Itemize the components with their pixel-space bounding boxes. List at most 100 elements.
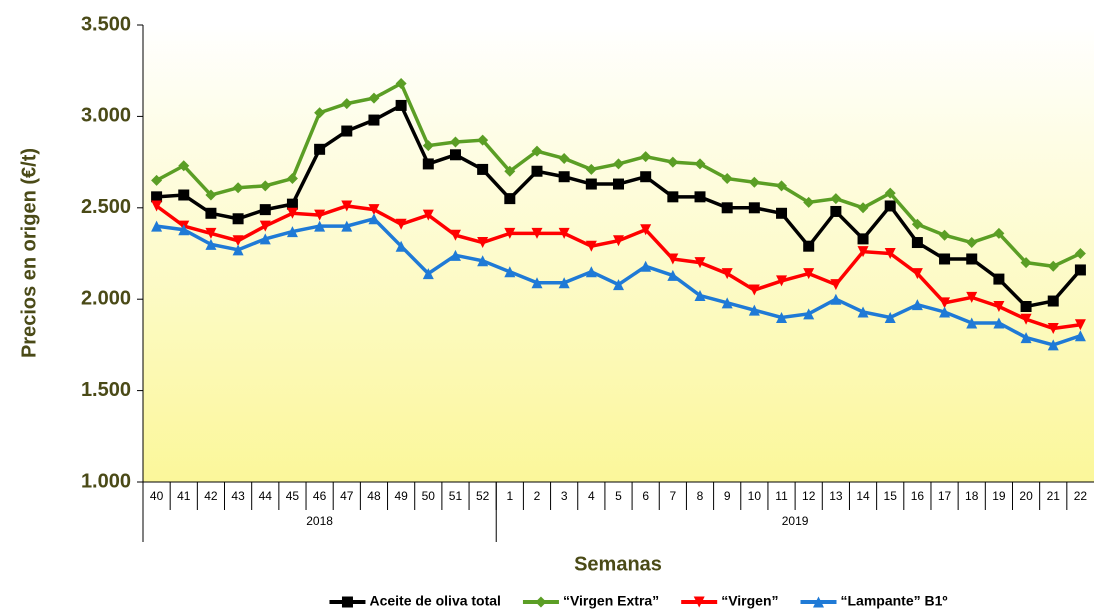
point	[422, 140, 434, 152]
y-tick-label: 2.000	[81, 287, 131, 309]
y-axis-label: Precios en origen (€/t)	[18, 148, 40, 358]
x-tick-label: 15	[884, 489, 898, 503]
point	[1047, 295, 1059, 307]
point	[395, 77, 407, 89]
legend-label: “Virgen Extra”	[563, 593, 659, 609]
point	[613, 158, 624, 170]
point	[531, 165, 543, 177]
point	[911, 268, 923, 280]
x-tick-label: 6	[642, 489, 649, 503]
point	[803, 196, 815, 208]
point	[830, 193, 842, 205]
x-tick-label: 19	[992, 489, 1006, 503]
point	[1047, 339, 1059, 351]
point	[667, 191, 679, 203]
x-tick-label: 43	[231, 489, 245, 503]
x-tick-label: 47	[340, 489, 354, 503]
point	[640, 171, 652, 183]
x-tick-label: 9	[724, 489, 731, 503]
point	[504, 193, 516, 205]
point	[993, 227, 1005, 239]
x-tick-label: 46	[313, 489, 327, 503]
point	[640, 151, 652, 163]
point	[449, 229, 461, 241]
x-tick-label: 2	[534, 489, 541, 503]
point	[341, 125, 353, 137]
point	[721, 268, 733, 280]
group-label: 2019	[782, 514, 809, 528]
point	[585, 266, 597, 278]
point	[1047, 260, 1059, 272]
point	[830, 205, 842, 217]
point	[368, 213, 380, 225]
point	[585, 163, 597, 175]
point	[558, 227, 570, 239]
point	[558, 152, 570, 164]
point	[776, 275, 788, 287]
point	[449, 149, 461, 161]
point	[1074, 319, 1086, 331]
point	[178, 189, 190, 201]
x-tick-label: 21	[1047, 489, 1061, 503]
x-tick-label: 3	[561, 489, 568, 503]
x-tick-label: 1	[506, 489, 513, 503]
point	[232, 213, 244, 225]
point	[205, 227, 217, 239]
point	[259, 204, 271, 216]
point	[803, 268, 815, 280]
point	[1020, 313, 1032, 325]
point	[884, 248, 896, 259]
point	[1074, 248, 1086, 259]
point	[1074, 264, 1086, 276]
y-tick-label: 2.500	[81, 196, 131, 218]
point	[368, 204, 380, 216]
point	[314, 107, 326, 119]
x-tick-label: 45	[286, 489, 300, 503]
point	[830, 279, 842, 291]
x-tick-label: 41	[177, 489, 191, 503]
point	[803, 308, 815, 320]
point	[259, 220, 271, 232]
point	[422, 209, 434, 221]
point	[477, 134, 489, 146]
point	[232, 235, 244, 247]
point	[1047, 322, 1059, 334]
point	[368, 92, 380, 104]
point	[857, 246, 869, 258]
point	[477, 163, 489, 175]
legend-marker	[341, 596, 353, 608]
legend-marker	[535, 596, 547, 608]
point	[613, 279, 624, 291]
x-tick-label: 16	[911, 489, 925, 503]
point	[830, 293, 842, 305]
point	[205, 238, 217, 250]
point	[449, 136, 461, 148]
point	[857, 202, 869, 214]
point	[993, 317, 1005, 329]
x-tick-label: 51	[449, 489, 463, 503]
point	[449, 249, 461, 261]
x-tick-label: 42	[204, 489, 218, 503]
x-tick-label: 12	[802, 489, 816, 503]
point	[504, 266, 516, 278]
legend-label: “Virgen”	[721, 593, 778, 609]
point	[368, 114, 380, 126]
point	[314, 143, 326, 155]
point	[613, 235, 624, 247]
point	[286, 226, 298, 238]
x-tick-label: 11	[775, 489, 788, 503]
point	[151, 191, 163, 203]
point	[314, 220, 326, 232]
point	[205, 207, 217, 219]
x-tick-label: 8	[697, 489, 704, 503]
point	[178, 224, 190, 236]
point	[422, 268, 434, 280]
point	[504, 227, 516, 239]
point	[776, 180, 788, 192]
x-tick-label: 17	[938, 489, 952, 503]
point	[341, 98, 353, 110]
point	[341, 200, 353, 212]
point	[585, 240, 597, 252]
point	[748, 176, 760, 188]
